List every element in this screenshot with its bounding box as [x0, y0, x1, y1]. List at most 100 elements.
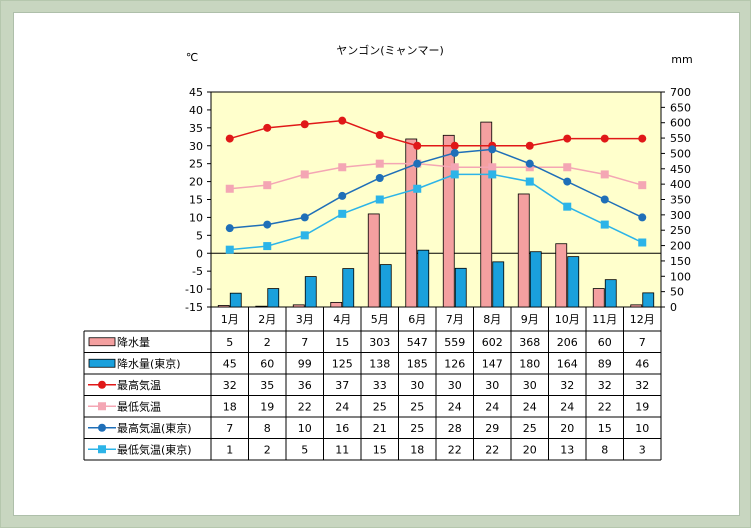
table-cell-value: 303 [369, 336, 390, 349]
table-cell-value: 33 [373, 379, 387, 392]
right-tick-label: 400 [670, 178, 691, 191]
line-point-3 [300, 231, 309, 240]
left-tick-label: 15 [189, 194, 203, 207]
line-point-2 [563, 177, 572, 186]
legend-swatch-bar [88, 337, 116, 347]
table-cell-value: 19 [260, 400, 274, 413]
table-cell-value: 25 [410, 400, 424, 413]
line-point-2 [300, 213, 309, 222]
table-cell-value: 206 [557, 336, 578, 349]
right-tick-label: 200 [670, 240, 691, 253]
table-cell-value: 8 [601, 443, 608, 456]
line-series-0 [229, 119, 643, 147]
line-point-1 [263, 181, 272, 190]
left-tick-label: -15 [185, 301, 203, 314]
table-cell-value: 25 [410, 422, 424, 435]
bar-rain-tokyo [379, 264, 392, 308]
legend-label: 降水量(東京) [117, 356, 181, 370]
table-cell-value: 46 [635, 357, 649, 370]
table-cell-value: 32 [635, 379, 649, 392]
month-label: 3月 [296, 313, 314, 326]
left-tick-label: -5 [192, 265, 203, 278]
bar-rain-tokyo [304, 276, 317, 308]
bar-rain-yangon [592, 288, 605, 308]
table-cell-value: 5 [301, 443, 308, 456]
month-label: 10月 [555, 313, 580, 326]
line-point-2 [225, 224, 234, 233]
line-point-1 [600, 170, 609, 179]
table-cell-value: 2 [264, 443, 271, 456]
table-cell-value: 1 [226, 443, 233, 456]
left-tick-label: 0 [196, 247, 203, 260]
line-point-0 [300, 120, 309, 129]
table-cell-value: 164 [557, 357, 578, 370]
line-point-1 [638, 181, 647, 190]
legend-swatch-marker [98, 380, 106, 389]
line-point-0 [225, 134, 234, 143]
legend-swatch-marker [98, 445, 106, 454]
line-point-3 [413, 184, 422, 193]
table-cell-value: 30 [485, 379, 499, 392]
bar-rain-tokyo [454, 267, 467, 308]
table-cell-value: 22 [448, 443, 462, 456]
bar-rain-yangon [442, 134, 455, 308]
line-point-1 [488, 163, 497, 172]
month-label: 11月 [592, 313, 617, 326]
table-cell-value: 30 [410, 379, 424, 392]
left-tick-label: 10 [189, 211, 203, 224]
table-cell-value: 8 [264, 422, 271, 435]
line-point-2 [413, 159, 422, 168]
table-cell-value: 185 [407, 357, 428, 370]
bar-rain-tokyo [267, 288, 280, 308]
table-cell-value: 99 [298, 357, 312, 370]
table-cell-value: 22 [298, 400, 312, 413]
line-point-2 [450, 148, 459, 157]
line-point-2 [638, 213, 647, 222]
month-label: 5月 [371, 313, 389, 326]
table-cell-value: 5 [226, 336, 233, 349]
line-point-0 [263, 123, 272, 132]
line-point-0 [450, 141, 459, 150]
line-series-1 [229, 162, 643, 190]
bar-rain-tokyo [342, 268, 355, 308]
table-cell-value: 32 [598, 379, 612, 392]
left-tick-label: 35 [189, 122, 203, 135]
bar-rain-yangon [255, 305, 268, 308]
right-tick-label: 550 [670, 132, 691, 145]
table-cell-value: 22 [598, 400, 612, 413]
right-tick-label: 300 [670, 209, 691, 222]
table-cell-value: 7 [226, 422, 233, 435]
table-cell-value: 559 [444, 336, 465, 349]
left-tick-label: -10 [185, 283, 203, 296]
right-tick-label: 350 [670, 194, 691, 207]
month-label: 4月 [333, 313, 351, 326]
table-cell-value: 368 [519, 336, 540, 349]
legend-swatch-marker [98, 423, 106, 432]
month-label: 9月 [521, 313, 539, 326]
bar-rain-tokyo [642, 292, 655, 308]
month-label: 2月 [258, 313, 276, 326]
line-point-3 [525, 177, 534, 186]
legend-label: 最低気温(東京) [117, 442, 192, 456]
table-cell-value: 20 [523, 443, 537, 456]
line-point-1 [338, 163, 347, 172]
table-cell-value: 30 [523, 379, 537, 392]
table-cell-value: 24 [448, 400, 462, 413]
right-tick-label: 500 [670, 147, 691, 160]
legend-swatch-marker [98, 402, 106, 411]
bar-rain-yangon [292, 304, 305, 308]
bar-rain-yangon [555, 243, 568, 308]
bar-rain-tokyo [604, 279, 617, 308]
table-cell-value: 25 [523, 422, 537, 435]
bar-rain-tokyo [492, 261, 505, 308]
table-cell-value: 126 [444, 357, 465, 370]
table-cell-value: 89 [598, 357, 612, 370]
bar-rain-tokyo [417, 249, 430, 308]
chart-title: ヤンゴン(ミャンマー) [336, 43, 444, 57]
line-point-3 [338, 209, 347, 218]
line-point-2 [600, 195, 609, 204]
line-point-0 [375, 131, 384, 139]
line-series-2 [229, 148, 643, 229]
table-cell-value: 15 [373, 443, 387, 456]
table-cell-value: 36 [298, 379, 312, 392]
